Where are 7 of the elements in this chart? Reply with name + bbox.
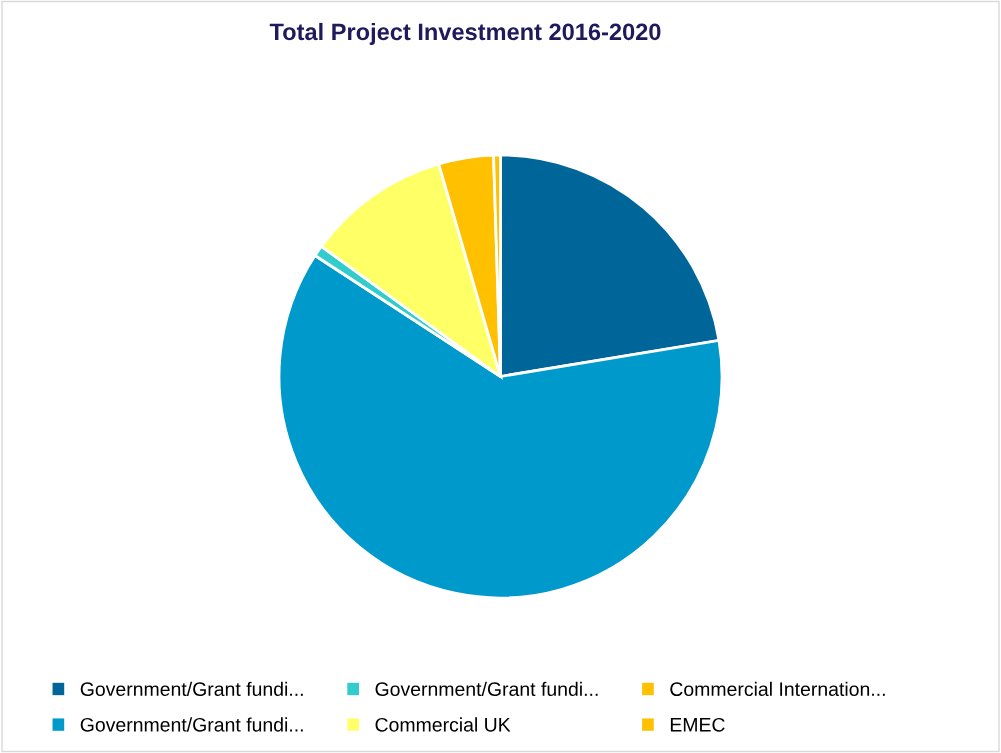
- chart-title: Total Project Investment 2016-2020: [269, 22, 661, 45]
- legend-label: Government/Grant fundi...: [80, 681, 303, 697]
- legend-label: Commercial UK: [375, 717, 511, 732]
- legend-label: EMEC: [670, 717, 725, 732]
- legend-label: Government/Grant fundi...: [80, 717, 303, 732]
- legend-label: Government/Grant fundi...: [375, 681, 598, 697]
- legend-label: Commercial Internation...: [670, 681, 885, 697]
